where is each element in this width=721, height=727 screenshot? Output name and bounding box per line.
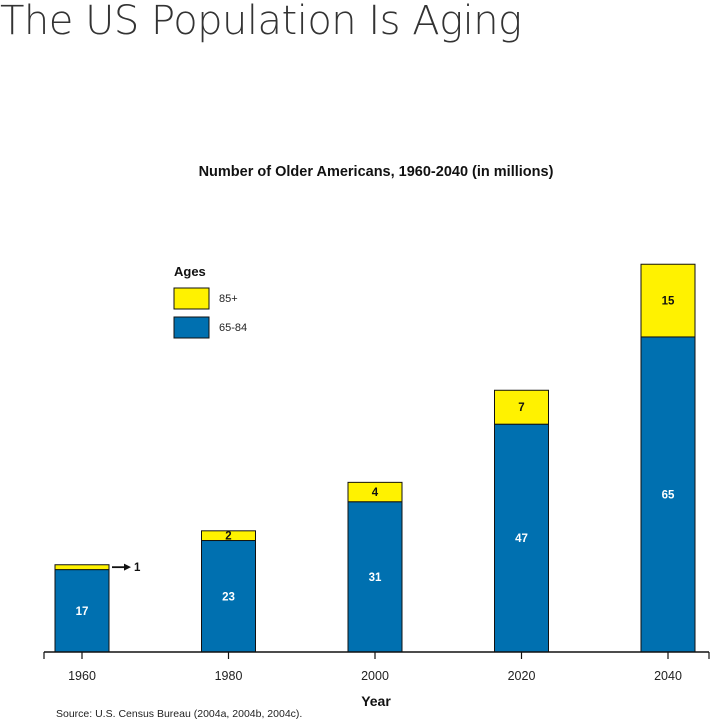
x-axis-label: Year bbox=[361, 693, 391, 709]
data-label-65-84-1980: 23 bbox=[222, 591, 235, 603]
bars: 17 1 23 2 31 4 47 7 65 15 bbox=[54, 263, 696, 653]
data-label-65-84-2040: 65 bbox=[662, 489, 675, 501]
bar-65-84-2020 bbox=[494, 423, 549, 653]
data-label-65-84-1960: 17 bbox=[76, 606, 89, 618]
x-tick-label-2000: 2000 bbox=[361, 669, 389, 683]
annotation-arrowhead-1960 bbox=[124, 563, 131, 571]
bar-65-84-2040 bbox=[640, 336, 696, 653]
x-tick-label-1980: 1980 bbox=[215, 669, 243, 683]
chart-title: Number of Older Americans, 1960-2040 (in… bbox=[199, 164, 554, 180]
legend-swatch-85 bbox=[173, 287, 210, 310]
data-label-85-1980: 2 bbox=[225, 531, 231, 543]
legend: Ages 85+ 65-84 bbox=[173, 264, 247, 339]
bar-85-2040 bbox=[640, 263, 696, 338]
x-tick-label-1960: 1960 bbox=[68, 669, 96, 683]
data-label-85-1960: 1 bbox=[134, 562, 141, 574]
legend-label-85: 85+ bbox=[219, 293, 238, 305]
data-label-85-2000: 4 bbox=[372, 487, 379, 499]
bar-85-2020 bbox=[494, 389, 549, 425]
bar-65-84-1960 bbox=[54, 569, 110, 653]
x-tick-label-2020: 2020 bbox=[508, 669, 536, 683]
source-note: Source: U.S. Census Bureau (2004a, 2004b… bbox=[56, 708, 302, 720]
data-label-85-2040: 15 bbox=[662, 296, 675, 308]
data-label-65-84-2000: 31 bbox=[369, 572, 382, 584]
bar-85-1980 bbox=[201, 530, 256, 542]
page-title: The US Population Is Aging bbox=[0, 0, 522, 44]
bar-85-1960 bbox=[54, 564, 110, 571]
bar-85-2000 bbox=[347, 481, 403, 503]
legend-swatch-65-84 bbox=[173, 316, 210, 339]
x-tick-label-2040: 2040 bbox=[654, 669, 682, 683]
legend-title: Ages bbox=[174, 264, 206, 279]
bar-65-84-2000 bbox=[347, 501, 403, 653]
data-label-85-2020: 7 bbox=[518, 402, 524, 414]
data-label-65-84-2020: 47 bbox=[515, 533, 528, 545]
x-ticks: 1960 1980 2000 2020 2040 bbox=[43, 652, 710, 683]
legend-label-65-84: 65-84 bbox=[219, 322, 247, 334]
